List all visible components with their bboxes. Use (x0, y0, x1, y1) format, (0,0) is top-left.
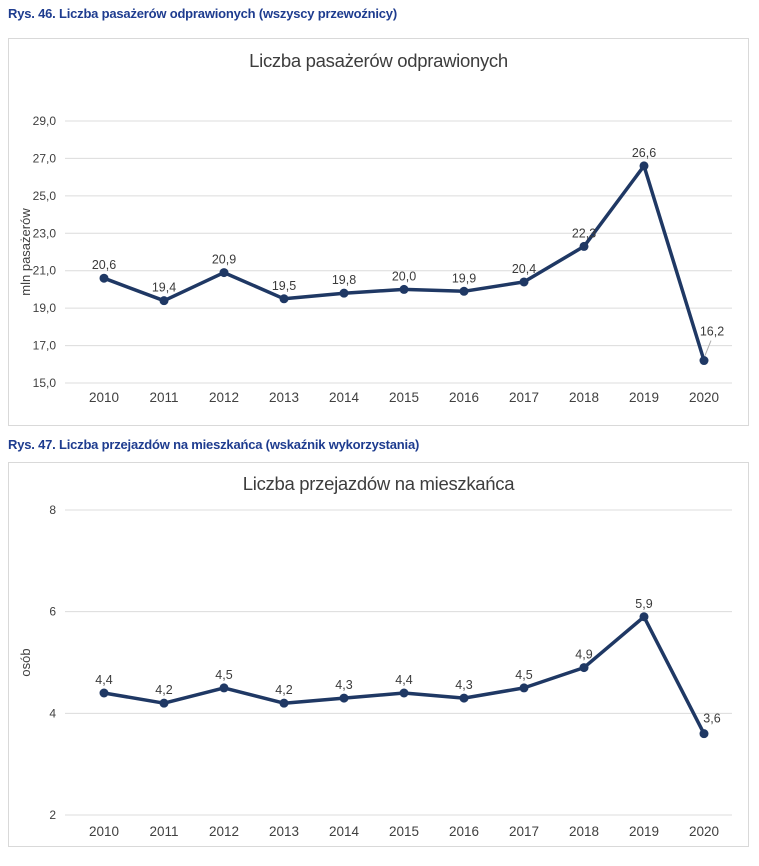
data-point-marker (399, 688, 409, 698)
passengers-line-chart: Liczba pasażerów odprawionych mln pasażer… (18, 50, 732, 405)
x-tick-label: 2016 (449, 824, 479, 839)
data-point-label: 4,3 (455, 678, 472, 692)
x-tick-label: 2017 (509, 824, 539, 839)
chart-title: Liczba przejazdów na mieszkańca (243, 473, 515, 494)
y-tick-label: 17,0 (33, 339, 57, 353)
data-point-label: 16,2 (700, 325, 724, 339)
y-tick-label: 8 (49, 503, 56, 517)
x-tick-label: 2016 (449, 390, 479, 405)
data-point-label: 4,5 (515, 668, 532, 682)
y-tick-label: 23,0 (33, 226, 57, 240)
y-axis-title: osób (18, 648, 33, 676)
data-point-label: 4,3 (335, 678, 352, 692)
x-tick-label: 2014 (329, 390, 360, 405)
data-point-marker (339, 288, 349, 298)
data-point-marker (459, 286, 469, 296)
data-point-label: 20,4 (512, 262, 536, 276)
label-leader-line (704, 340, 712, 356)
y-axis-title: mln pasażerów (18, 208, 33, 296)
data-point-marker (399, 284, 409, 294)
data-point-marker (279, 294, 289, 304)
data-point-label: 4,2 (275, 683, 292, 697)
data-point-marker (639, 161, 649, 171)
x-tick-label: 2017 (509, 390, 539, 405)
y-tick-label: 25,0 (33, 189, 57, 203)
x-tick-label: 2011 (149, 390, 178, 405)
x-tick-label: 2012 (209, 824, 239, 839)
data-point-marker (519, 683, 529, 693)
data-point-label: 4,4 (395, 673, 412, 687)
chart-title: Liczba pasażerów odprawionych (249, 50, 508, 71)
data-point-label: 20,9 (212, 253, 236, 267)
data-point-marker (459, 693, 469, 703)
x-tick-label: 2010 (89, 824, 119, 839)
x-tick-label: 2014 (329, 824, 360, 839)
x-tick-label: 2011 (149, 824, 178, 839)
data-point-marker (339, 693, 349, 703)
y-tick-label: 4 (49, 706, 56, 720)
figure-46-chart-panel: Liczba pasażerów odprawionych mln pasażer… (8, 38, 749, 426)
data-point-label: 5,9 (635, 597, 652, 611)
data-point-label: 4,9 (575, 648, 592, 662)
data-point-label: 22,3 (572, 226, 596, 240)
x-tick-label: 2020 (689, 390, 719, 405)
y-tick-label: 2 (49, 808, 56, 822)
data-point-marker (219, 683, 229, 693)
x-tick-label: 2018 (569, 824, 599, 839)
trips-per-inhabitant-line-chart: Liczba przejazdów na mieszkańca osób 2 4 6 8 2… (18, 473, 732, 839)
data-point-marker (159, 698, 169, 708)
y-tick-label: 21,0 (33, 264, 57, 278)
data-point-label: 4,5 (215, 668, 232, 682)
data-point-marker (699, 729, 709, 739)
y-tick-label: 15,0 (33, 376, 57, 390)
data-point-label: 3,6 (703, 712, 720, 726)
y-tick-label: 29,0 (33, 114, 57, 128)
x-tick-label: 2013 (269, 824, 299, 839)
data-point-marker (639, 612, 649, 622)
x-tick-label: 2019 (629, 824, 659, 839)
data-point-label: 19,5 (272, 279, 296, 293)
y-tick-label: 19,0 (33, 301, 57, 315)
x-tick-label: 2018 (569, 390, 599, 405)
data-point-label: 26,6 (632, 146, 656, 160)
y-tick-label: 27,0 (33, 151, 57, 165)
data-point-label: 19,9 (452, 271, 476, 285)
figure-47-chart-panel: Liczba przejazdów na mieszkańca osób 2 4 6 8 2… (8, 462, 749, 847)
data-point-label: 19,8 (332, 273, 356, 287)
data-point-marker (519, 277, 529, 287)
data-point-label: 4,2 (155, 683, 172, 697)
data-point-marker (99, 273, 109, 283)
x-tick-label: 2012 (209, 390, 239, 405)
data-point-label: 4,4 (95, 673, 112, 687)
x-tick-label: 2015 (389, 824, 419, 839)
figure-46-caption: Rys. 46. Liczba pasażerów odprawionych (… (8, 6, 397, 21)
data-point-marker (219, 268, 229, 278)
figure-47-caption: Rys. 47. Liczba przejazdów na mieszkańca… (8, 437, 420, 452)
x-tick-label: 2015 (389, 390, 419, 405)
x-tick-label: 2013 (269, 390, 299, 405)
x-tick-label: 2010 (89, 390, 119, 405)
data-point-marker (699, 356, 709, 366)
data-point-marker (159, 296, 169, 306)
y-tick-label: 6 (49, 605, 56, 619)
x-tick-label: 2019 (629, 390, 659, 405)
data-point-marker (579, 663, 589, 673)
data-point-marker (99, 688, 109, 698)
data-point-label: 19,4 (152, 281, 176, 295)
data-point-label: 20,6 (92, 258, 116, 272)
data-point-marker (279, 698, 289, 708)
x-tick-label: 2020 (689, 824, 719, 839)
data-point-marker (579, 241, 589, 251)
data-point-label: 20,0 (392, 269, 416, 283)
series-line (102, 164, 706, 363)
